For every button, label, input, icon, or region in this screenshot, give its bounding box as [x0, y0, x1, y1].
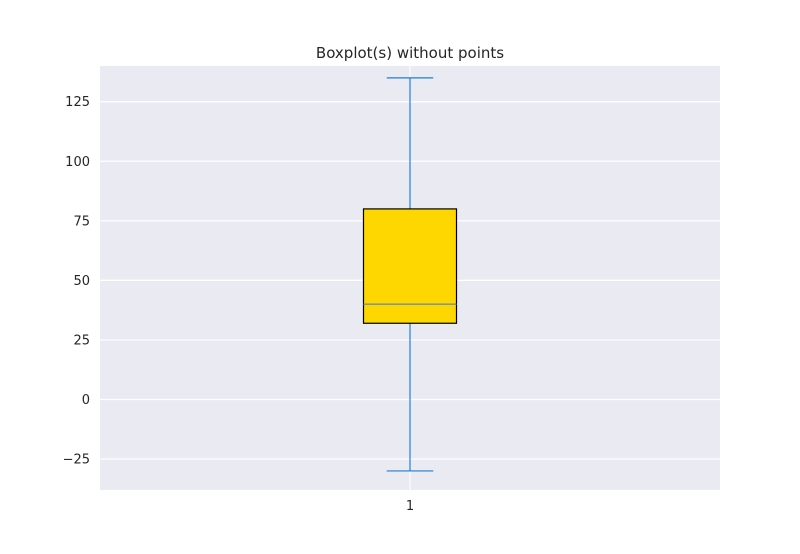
chart-title: Boxplot(s) without points	[316, 44, 504, 62]
y-tick-label: −25	[63, 453, 90, 468]
x-tick-label: 1	[406, 499, 414, 514]
y-tick-label: 25	[73, 333, 90, 348]
y-tick-label: 100	[65, 155, 90, 170]
y-tick-label: 125	[65, 95, 90, 110]
y-tick-label: 50	[73, 274, 90, 289]
x-axis-ticks: 1	[406, 499, 414, 514]
box-series	[362, 77, 458, 472]
box-iqr	[362, 208, 458, 324]
y-tick-label: 75	[73, 214, 90, 229]
y-axis-ticks: −25 0 25 50 75 100 125	[63, 95, 90, 467]
y-tick-label: 0	[82, 393, 90, 408]
